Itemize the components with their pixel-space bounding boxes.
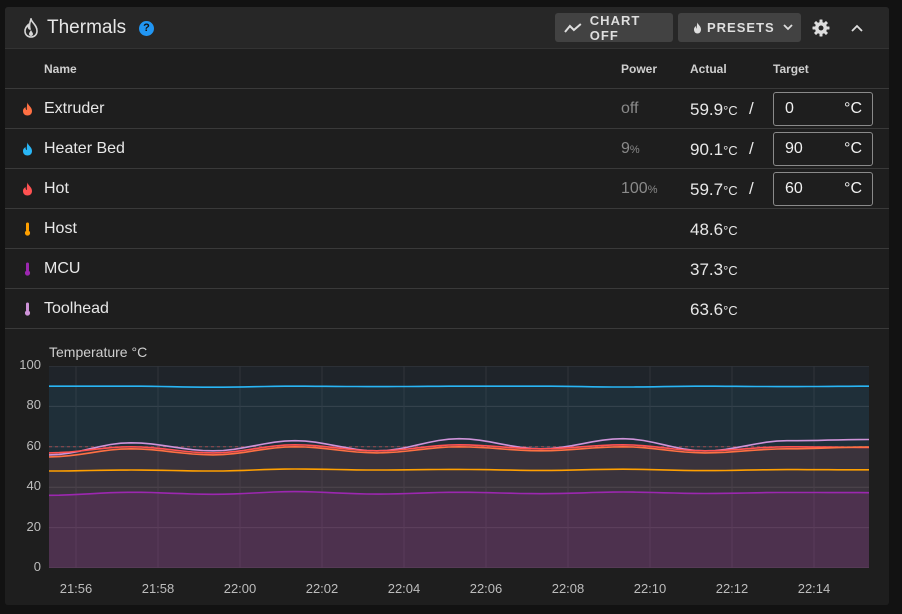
series-area	[49, 444, 869, 568]
column-actual: Actual	[690, 62, 727, 76]
table-row: Heater Bed 9% 90.1°C / 90 °C	[5, 129, 889, 169]
card-header: Thermals ? CHART OFF PRESETS	[5, 7, 889, 49]
table-header: Name Power Actual Target	[5, 50, 889, 89]
sensor-name: Host	[44, 220, 77, 237]
actual-value: 63.6°C	[690, 300, 738, 319]
flame-icon	[694, 22, 701, 33]
sensor-name: Heater Bed	[44, 140, 125, 157]
table-row: Extruder off 59.9°C / 0 °C	[5, 89, 889, 129]
actual-value: 59.9°C	[690, 100, 738, 119]
series-line-toolhead	[49, 437, 869, 456]
actual-value: 48.6°C	[690, 220, 738, 239]
target-separator: /	[749, 179, 754, 198]
y-tick-label: 100	[19, 357, 41, 372]
target-separator: /	[749, 139, 754, 158]
thermometer-icon	[24, 262, 31, 276]
target-separator: /	[749, 99, 754, 118]
power-value: 9%	[621, 140, 640, 157]
table-row: Host 48.6°C	[5, 209, 889, 249]
x-tick-label: 22:14	[797, 581, 831, 596]
y-tick-label: 20	[26, 518, 41, 534]
y-tick-label: 60	[26, 437, 41, 453]
target-input[interactable]: 0 °C	[773, 92, 873, 126]
chart-plot-area[interactable]	[49, 366, 869, 568]
actual-value: 90.1°C	[690, 140, 738, 159]
chart-toggle-label: CHART OFF	[589, 12, 641, 43]
series-line-hot	[49, 443, 869, 454]
x-tick-label: 22:06	[469, 581, 503, 596]
series-line-extruder	[49, 445, 869, 458]
thermals-card: Thermals ? CHART OFF PRESETS	[5, 7, 889, 605]
table-row: Hot 100% 59.7°C / 60 °C	[5, 169, 889, 209]
settings-button[interactable]	[810, 17, 832, 39]
chart-toggle-button[interactable]: CHART OFF	[555, 12, 673, 43]
chart-title: Temperature °C	[49, 344, 148, 360]
power-value: off	[621, 100, 639, 117]
x-tick-label: 22:10	[633, 581, 667, 596]
power-value: 100%	[621, 180, 658, 197]
thermometer-icon	[24, 222, 31, 236]
column-target: Target	[773, 62, 809, 76]
x-tick-label: 22:00	[223, 581, 257, 596]
chevron-down-icon	[783, 24, 793, 31]
presets-label: PRESETS	[707, 20, 775, 35]
sensor-name: Hot	[44, 180, 69, 197]
temperature-chart: Temperature °C 100 80 60 40 20 0 21:56 21:58 22:…	[5, 330, 889, 605]
flame-icon	[24, 18, 38, 38]
series-area	[49, 491, 869, 568]
collapse-button[interactable]	[846, 17, 868, 39]
x-tick-label: 22:08	[551, 581, 585, 596]
table-row: Toolhead 63.6°C	[5, 289, 889, 329]
y-tick-label: 80	[26, 397, 41, 413]
gear-icon	[812, 19, 830, 37]
actual-value: 37.3°C	[690, 260, 738, 279]
x-tick-label: 21:56	[59, 581, 93, 596]
thermometer-icon	[24, 302, 31, 316]
y-tick-label: 0	[33, 559, 41, 574]
flame-icon	[23, 142, 32, 156]
x-tick-label: 22:04	[387, 581, 421, 596]
series-line-mcu	[49, 490, 869, 497]
target-input[interactable]: 60 °C	[773, 172, 873, 206]
series-line-heater-bed	[49, 385, 869, 389]
x-tick-label: 22:02	[305, 581, 339, 596]
flame-icon	[23, 102, 32, 116]
sensor-name: MCU	[44, 260, 81, 277]
x-tick-label: 21:58	[141, 581, 175, 596]
series-line-host	[49, 468, 869, 472]
chevron-up-icon	[851, 24, 863, 32]
sensor-name: Extruder	[44, 100, 105, 117]
presets-button[interactable]: PRESETS	[678, 13, 801, 42]
x-tick-label: 22:12	[715, 581, 749, 596]
flame-icon	[23, 182, 32, 196]
table-row: MCU 37.3°C	[5, 249, 889, 289]
chart-line-icon	[564, 22, 582, 33]
actual-value: 59.7°C	[690, 180, 738, 199]
sensor-name: Toolhead	[44, 300, 109, 317]
column-power: Power	[621, 62, 658, 76]
series-area	[49, 386, 869, 568]
help-icon[interactable]: ?	[139, 21, 154, 36]
column-name: Name	[44, 62, 77, 76]
target-input[interactable]: 90 °C	[773, 132, 873, 166]
y-tick-label: 40	[26, 478, 41, 494]
card-title: Thermals	[47, 17, 127, 38]
